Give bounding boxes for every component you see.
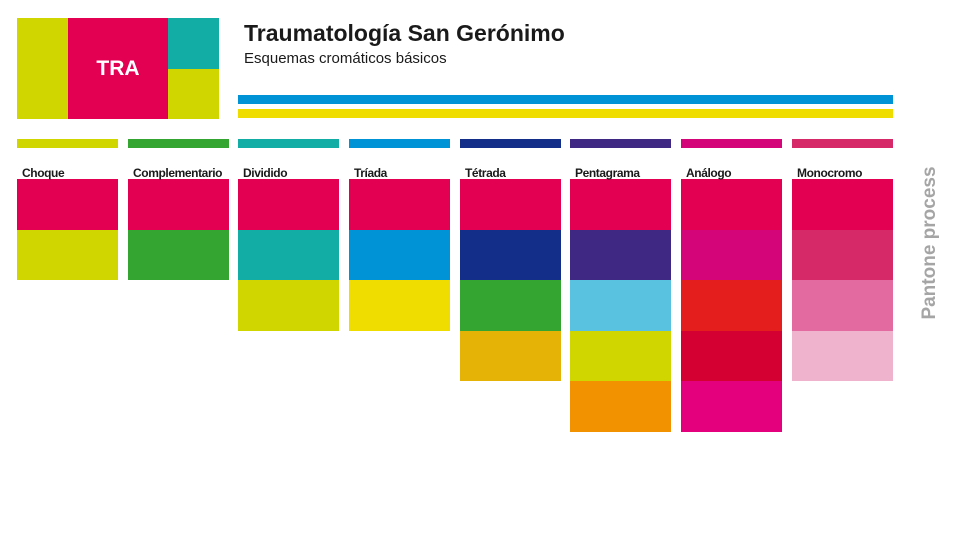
color-swatch xyxy=(681,330,782,381)
logo-block-bottom-right xyxy=(168,69,219,119)
color-swatch xyxy=(570,381,671,432)
scheme-top-bar xyxy=(349,139,450,148)
scheme-label: Análogo xyxy=(686,166,732,180)
color-swatch xyxy=(128,179,229,230)
header-bar-yellow xyxy=(238,109,893,118)
scheme-top-bar xyxy=(128,139,229,148)
color-swatch xyxy=(349,229,450,280)
scheme-top-bar xyxy=(792,139,893,148)
color-swatch xyxy=(460,179,561,230)
scheme-column: Pentagrama xyxy=(570,139,671,432)
color-swatch xyxy=(17,229,118,280)
scheme-label: Complementario xyxy=(133,166,223,180)
color-swatch xyxy=(681,179,782,230)
side-label: Pantone process xyxy=(919,166,940,320)
scheme-column: Tríada xyxy=(349,139,450,331)
color-swatch xyxy=(460,330,561,381)
color-swatch xyxy=(792,179,893,230)
scheme-column: Monocromo xyxy=(792,139,893,381)
scheme-top-bar xyxy=(460,139,561,148)
color-swatch xyxy=(681,381,782,432)
color-swatch xyxy=(238,229,339,280)
scheme-column: Complementario xyxy=(128,139,229,280)
scheme-top-bar xyxy=(570,139,671,148)
scheme-top-bar xyxy=(681,139,782,148)
scheme-label: Choque xyxy=(22,166,65,180)
color-swatch xyxy=(792,229,893,280)
scheme-label: Tétrada xyxy=(465,166,506,180)
scheme-top-bar xyxy=(238,139,339,148)
color-swatch xyxy=(570,330,671,381)
color-swatch xyxy=(570,280,671,331)
scheme-swatches xyxy=(792,179,893,381)
logo-block-main: TRA xyxy=(68,18,168,119)
scheme-swatches xyxy=(460,179,561,381)
color-swatch xyxy=(570,179,671,230)
scheme-swatches xyxy=(17,179,118,280)
scheme-swatches xyxy=(349,179,450,331)
scheme-column: Dividido xyxy=(238,139,339,331)
color-swatch xyxy=(17,179,118,230)
scheme-swatches xyxy=(570,179,671,432)
color-swatch xyxy=(681,229,782,280)
logo-text: TRA xyxy=(96,56,140,80)
color-swatch xyxy=(238,280,339,331)
color-swatch xyxy=(792,330,893,381)
scheme-swatches xyxy=(681,179,782,432)
color-swatch xyxy=(681,280,782,331)
page-title: Traumatología San Gerónimo xyxy=(244,20,565,46)
logo-block-top-right xyxy=(168,18,219,69)
scheme-label: Monocromo xyxy=(797,166,863,180)
color-swatch xyxy=(460,280,561,331)
scheme-label: Tríada xyxy=(354,166,387,180)
color-swatch xyxy=(570,229,671,280)
scheme-top-bar xyxy=(17,139,118,148)
color-swatch xyxy=(238,179,339,230)
scheme-column: Choque xyxy=(17,139,118,280)
header-bar-blue xyxy=(238,95,893,104)
color-swatch xyxy=(460,229,561,280)
logo-block-left xyxy=(17,18,68,119)
color-swatch xyxy=(792,280,893,331)
logo: TRA xyxy=(17,18,219,119)
color-swatch xyxy=(128,229,229,280)
scheme-swatches xyxy=(128,179,229,280)
scheme-column: Análogo xyxy=(681,139,782,432)
scheme-label: Dividido xyxy=(243,166,288,180)
page-subtitle: Esquemas cromáticos básicos xyxy=(244,50,447,67)
color-swatch xyxy=(349,179,450,230)
scheme-label: Pentagrama xyxy=(575,166,640,180)
scheme-swatches xyxy=(238,179,339,331)
color-swatch xyxy=(349,280,450,331)
scheme-column: Tétrada xyxy=(460,139,561,381)
